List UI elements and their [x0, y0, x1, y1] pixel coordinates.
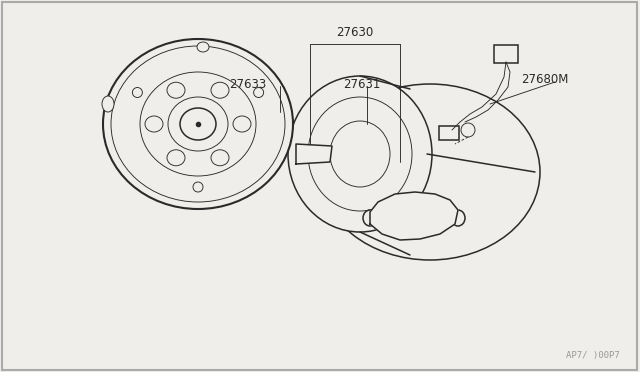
- Ellipse shape: [233, 116, 251, 132]
- Polygon shape: [296, 144, 332, 164]
- Text: 27630: 27630: [337, 26, 374, 38]
- Ellipse shape: [103, 39, 293, 209]
- Ellipse shape: [132, 87, 142, 97]
- Polygon shape: [370, 192, 458, 240]
- FancyBboxPatch shape: [439, 126, 459, 140]
- Ellipse shape: [168, 97, 228, 151]
- Text: AP7/ )00P7: AP7/ )00P7: [566, 351, 620, 360]
- Ellipse shape: [253, 87, 264, 97]
- Ellipse shape: [180, 108, 216, 140]
- Ellipse shape: [451, 210, 465, 226]
- Ellipse shape: [288, 76, 432, 232]
- Ellipse shape: [461, 123, 475, 137]
- Text: 27631: 27631: [343, 77, 381, 90]
- Ellipse shape: [211, 150, 229, 166]
- Ellipse shape: [407, 224, 419, 234]
- Ellipse shape: [167, 82, 185, 98]
- Text: 27633: 27633: [229, 77, 267, 90]
- Ellipse shape: [140, 72, 256, 176]
- Ellipse shape: [211, 82, 229, 98]
- Ellipse shape: [436, 212, 448, 222]
- Ellipse shape: [197, 42, 209, 52]
- Ellipse shape: [111, 46, 285, 202]
- Ellipse shape: [363, 210, 377, 226]
- Ellipse shape: [379, 212, 391, 222]
- Ellipse shape: [167, 150, 185, 166]
- Ellipse shape: [102, 96, 114, 112]
- Ellipse shape: [308, 97, 412, 211]
- Text: 27680M: 27680M: [522, 73, 569, 86]
- Ellipse shape: [145, 116, 163, 132]
- Ellipse shape: [330, 121, 390, 187]
- FancyBboxPatch shape: [494, 45, 518, 63]
- Ellipse shape: [320, 84, 540, 260]
- Ellipse shape: [193, 182, 203, 192]
